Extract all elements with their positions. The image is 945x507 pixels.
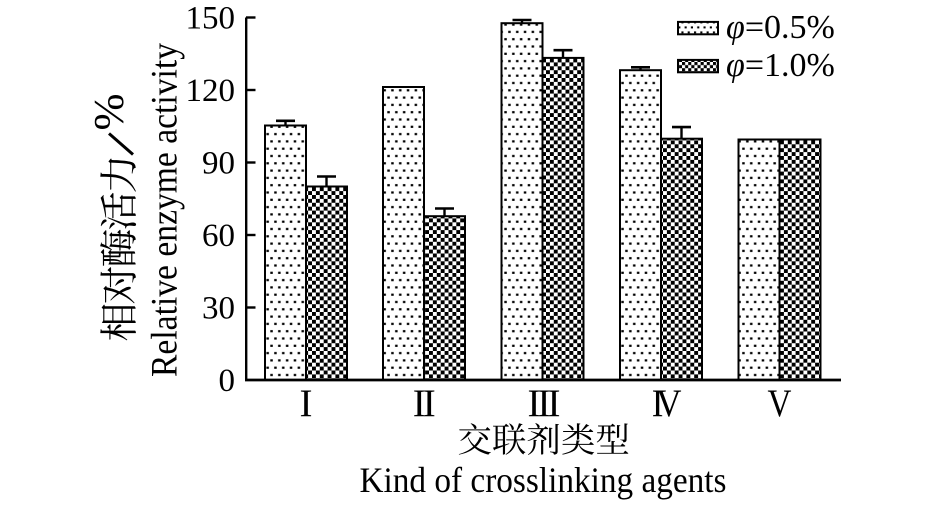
svg-text:90: 90: [202, 146, 235, 182]
svg-text:II: II: [413, 382, 435, 425]
svg-text:V: V: [768, 382, 792, 425]
svg-text:I: I: [300, 382, 313, 425]
svg-text:%: %: [87, 94, 133, 131]
svg-text:0: 0: [219, 363, 236, 399]
svg-text:60: 60: [202, 218, 235, 254]
svg-text:Relative enzyme activity: Relative enzyme activity: [145, 43, 186, 377]
svg-text:30: 30: [202, 291, 235, 327]
svg-text:φ=0.5%: φ=0.5%: [726, 9, 835, 46]
svg-text:120: 120: [186, 73, 236, 109]
svg-text:Kind of crosslinking agents: Kind of crosslinking agents: [360, 460, 727, 500]
svg-text:III: III: [528, 382, 560, 425]
svg-text:150: 150: [186, 1, 236, 37]
svg-text:φ=1.0%: φ=1.0%: [726, 47, 835, 84]
